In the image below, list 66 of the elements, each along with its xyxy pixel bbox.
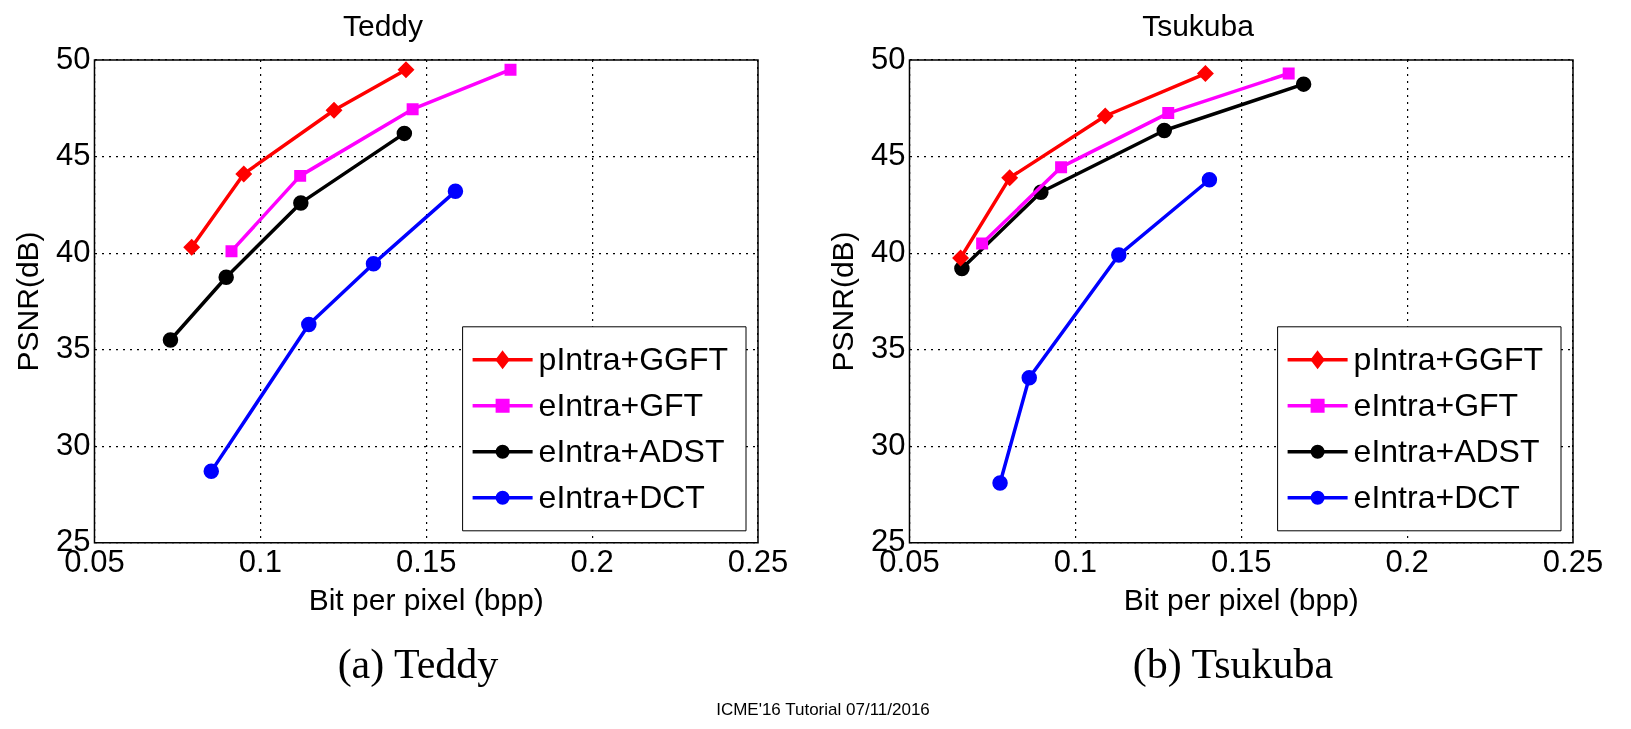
y-tick-label: 35 [56, 330, 91, 366]
point [1162, 107, 1175, 120]
point [225, 245, 238, 258]
legend-label: pIntra+GGFT [538, 340, 728, 377]
point [1197, 65, 1214, 82]
point [1295, 76, 1312, 92]
point [504, 63, 517, 76]
text: (a) Teddy [336, 640, 500, 688]
x-tick-label: 0.25 [1542, 543, 1604, 579]
x-tick-label: 0.15 [1211, 543, 1272, 579]
y-tick-label: 45 [871, 137, 906, 173]
point [301, 316, 317, 333]
point [218, 269, 234, 286]
legend-label: eIntra+ADST [538, 432, 725, 469]
chart-title: Teddy [342, 9, 424, 43]
point [447, 183, 464, 200]
point [396, 125, 413, 142]
legend-label: pIntra+GGFT [1353, 340, 1543, 377]
x-tick-label: 0.2 [1385, 543, 1429, 579]
point [1201, 171, 1218, 188]
point [1156, 122, 1173, 139]
point [293, 195, 309, 211]
x-axis-title: Bit per pixel (bpp) [308, 583, 544, 617]
point [406, 103, 419, 116]
point [1097, 108, 1113, 124]
point [992, 475, 1008, 491]
point [1021, 369, 1037, 386]
y-tick-label: 50 [56, 40, 91, 76]
point [952, 250, 969, 266]
y-tick-label: 40 [56, 233, 91, 269]
point [976, 237, 989, 250]
point [1001, 170, 1018, 186]
legend-label: eIntra+ADST [1353, 432, 1540, 469]
y-tick-label: 45 [56, 137, 91, 173]
y-tick-label: 50 [871, 40, 906, 76]
y-tick-label: 40 [871, 233, 906, 269]
point [162, 332, 179, 348]
point [203, 463, 220, 480]
chart-title: Tsukuba [1142, 9, 1255, 43]
point [183, 239, 200, 256]
text: (b) Tsukuba [1131, 640, 1335, 688]
x-tick-label: 0.1 [238, 543, 282, 579]
legend-label: eIntra+DCT [1353, 478, 1520, 515]
x-tick-label: 0.15 [396, 543, 457, 579]
point [236, 166, 252, 182]
y-tick-label: 35 [871, 330, 906, 366]
text: ICME'16 Tutorial 07/11/2016 [715, 700, 931, 720]
x-tick-label: 0.25 [727, 543, 789, 579]
point [398, 61, 414, 78]
legend-label: eIntra+DCT [538, 478, 705, 515]
point [294, 169, 307, 182]
y-axis-title: PSNR(dB) [11, 231, 45, 372]
point [1055, 161, 1068, 174]
point [1282, 67, 1295, 80]
x-tick-label: 0.1 [1053, 543, 1097, 579]
y-tick-label: 30 [56, 426, 91, 462]
y-axis-title: PSNR(dB) [826, 231, 860, 372]
legend-label: eIntra+GFT [538, 386, 704, 423]
x-axis-title: Bit per pixel (bpp) [1123, 583, 1359, 617]
point [365, 255, 382, 272]
point [1111, 247, 1127, 263]
y-tick-label: 30 [871, 426, 906, 462]
point [326, 102, 342, 118]
x-tick-label: 0.2 [570, 543, 614, 579]
legend-label: eIntra+GFT [1353, 386, 1519, 423]
point [954, 260, 970, 277]
